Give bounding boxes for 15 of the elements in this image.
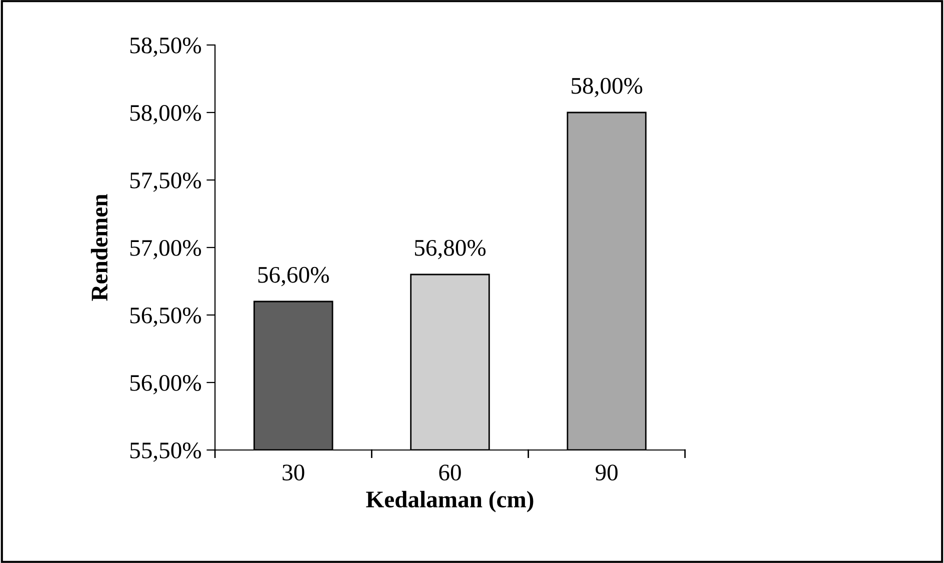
data-label: 56,80% [414, 240, 486, 260]
y-tick-label: 57,50% [130, 172, 201, 192]
x-tick-label: 30 [282, 464, 304, 481]
y-tick-label: 58,50% [130, 37, 201, 57]
x-tick-label: 60 [439, 464, 461, 481]
y-axis-title: Rendemen [90, 194, 108, 301]
y-tick-label: 56,00% [130, 374, 201, 394]
x-tick-label: 90 [596, 464, 618, 481]
y-tick-label: 58,00% [130, 104, 201, 124]
data-label: 56,60% [258, 266, 329, 286]
y-tick-label: 57,00% [130, 240, 201, 260]
data-label: 58,00% [572, 78, 642, 98]
y-tick-label: 56,50% [130, 307, 201, 327]
y-tick-label: 55,50% [130, 442, 201, 462]
x-axis-title: Kedalaman (cm) [366, 490, 534, 512]
